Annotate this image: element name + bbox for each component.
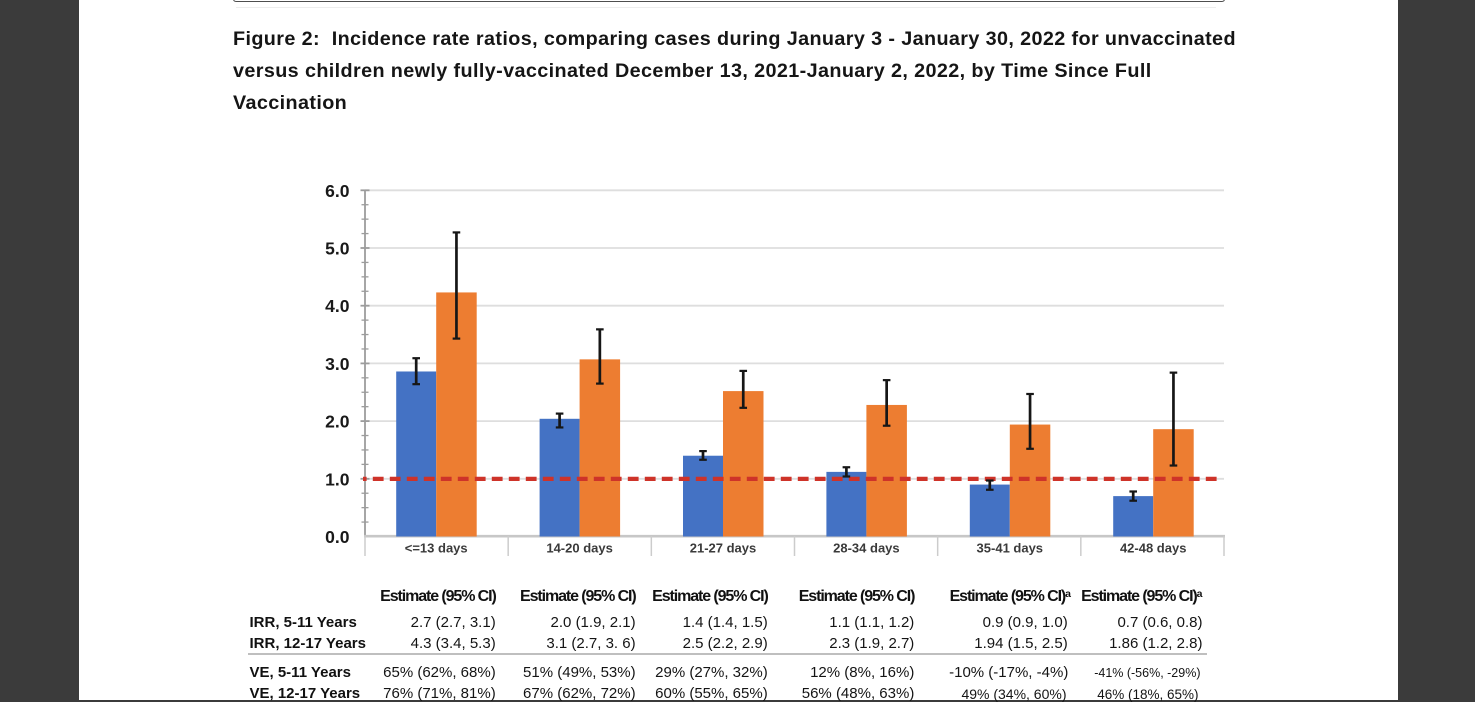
svg-text:21-27 days: 21-27 days	[690, 540, 757, 555]
svg-text:5.0: 5.0	[325, 239, 350, 259]
svg-text:0.0: 0.0	[325, 527, 350, 547]
svg-text:35-41 days: 35-41 days	[977, 540, 1044, 555]
svg-text:6.0: 6.0	[325, 181, 350, 201]
svg-text:<=13 days: <=13 days	[405, 540, 468, 555]
svg-text:42-48 days: 42-48 days	[1120, 540, 1187, 555]
svg-text:2.0: 2.0	[325, 412, 350, 432]
svg-text:1.0: 1.0	[325, 469, 350, 489]
svg-text:3.0: 3.0	[325, 354, 350, 374]
svg-text:14-20 days: 14-20 days	[546, 540, 613, 555]
svg-text:28-34 days: 28-34 days	[833, 540, 900, 555]
svg-text:4.0: 4.0	[325, 296, 350, 316]
